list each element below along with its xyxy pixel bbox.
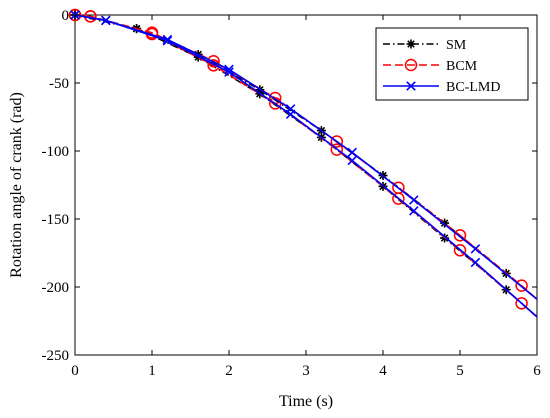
data-point — [162, 36, 173, 46]
ticks-layer: 0 1 2 3 4 5 6 0 -50 -100 -150 -200 -250 — [42, 8, 542, 379]
data-point — [347, 155, 357, 166]
data-point — [224, 64, 234, 75]
y-tick-label: -50 — [49, 76, 69, 92]
data-point — [515, 279, 528, 292]
legend-label: BCM — [446, 59, 478, 74]
x-tick-label: 1 — [148, 363, 156, 379]
y-tick-label: 0 — [62, 8, 70, 24]
data-point — [347, 147, 357, 158]
legend: SM BCM BC-LMD — [375, 27, 529, 101]
data-point — [440, 218, 450, 228]
data-point — [470, 257, 481, 268]
data-point — [68, 8, 82, 22]
x-tick-label: 2 — [225, 363, 233, 379]
data-point — [330, 135, 344, 148]
legend-marker — [406, 39, 416, 49]
data-point — [285, 109, 296, 120]
series-layer — [68, 8, 538, 318]
y-tick-label: -250 — [42, 348, 70, 364]
data-point — [470, 244, 481, 254]
x-tick-label: 0 — [71, 363, 79, 379]
legend-label: SM — [446, 38, 467, 53]
data-point — [453, 244, 467, 257]
legend-box — [375, 27, 529, 101]
y-tick-label: -150 — [42, 212, 70, 228]
legend-marker — [406, 81, 416, 91]
data-point — [515, 297, 528, 310]
legend-items: SM BCM BC-LMD — [383, 38, 500, 95]
y-axis-label: Rotation angle of crank (rad) — [8, 92, 25, 278]
x-tick-label: 3 — [302, 363, 310, 379]
x-axis-label: Time (s) — [279, 393, 333, 410]
y-tick-label: -100 — [42, 144, 70, 160]
legend-marker — [404, 58, 418, 72]
data-point — [392, 192, 405, 205]
data-point — [409, 206, 419, 216]
legend-label: BC-LMD — [446, 80, 500, 95]
data-point — [453, 229, 467, 242]
data-point — [330, 143, 344, 156]
series-bc-lmd — [70, 10, 538, 318]
data-point — [224, 67, 234, 77]
x-tick-label: 4 — [379, 363, 387, 379]
x-tick-label: 6 — [533, 363, 541, 379]
x-tick-label: 5 — [456, 363, 464, 379]
data-point — [101, 15, 111, 26]
y-tick-label: -200 — [42, 280, 70, 296]
data-point — [409, 195, 419, 205]
